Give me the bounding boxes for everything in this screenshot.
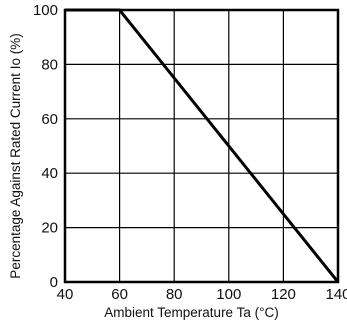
x-tick-label-1: 60 <box>111 286 128 303</box>
x-tick-label-4: 120 <box>271 286 296 303</box>
grid-lines <box>65 10 338 282</box>
y-tick-label-0: 0 <box>50 274 58 291</box>
x-tick-labels: 40 60 80 100 120 140 <box>57 286 347 303</box>
y-tick-labels: 0 20 40 60 80 100 <box>33 2 58 291</box>
y-tick-label-4: 80 <box>41 56 58 73</box>
y-tick-label-1: 20 <box>41 220 58 237</box>
y-tick-label-5: 100 <box>33 2 58 19</box>
y-axis-label: Percentage Against Rated Current Io (%) <box>8 33 23 278</box>
x-tick-label-2: 80 <box>166 286 183 303</box>
y-tick-label-2: 40 <box>41 165 58 182</box>
y-tick-label-3: 60 <box>41 111 58 128</box>
x-tick-label-5: 140 <box>325 286 347 303</box>
x-axis-label: Ambient Temperature Ta (°C) <box>104 305 278 320</box>
derating-curve <box>65 8 340 283</box>
plot-frame <box>63 8 340 284</box>
x-tick-label-3: 100 <box>216 286 241 303</box>
x-tick-label-0: 40 <box>57 286 74 303</box>
